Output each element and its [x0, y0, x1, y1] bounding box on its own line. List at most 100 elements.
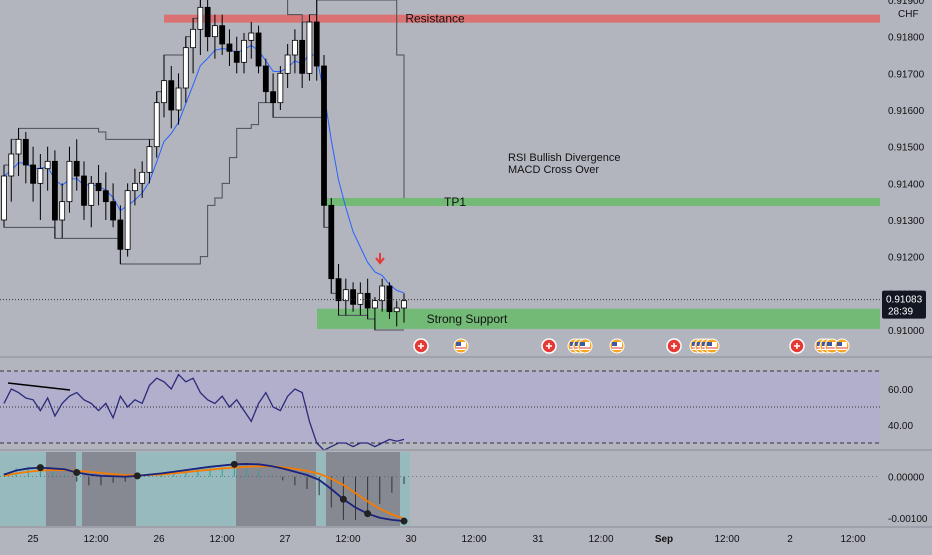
- us-flag-event-icon[interactable]: [609, 338, 625, 354]
- macd-cross-dot: [400, 517, 408, 525]
- rsi-band-fill: [0, 371, 880, 443]
- candle: [241, 33, 247, 74]
- price-tick-label: 0.91900: [888, 0, 925, 7]
- candle: [233, 36, 240, 74]
- candle: [81, 161, 87, 220]
- candle: [219, 14, 226, 55]
- macd-cross-dot: [36, 464, 44, 472]
- candle: [372, 297, 378, 330]
- event-alert-icon[interactable]: [666, 338, 682, 354]
- candle: [321, 55, 327, 228]
- candle: [204, 0, 211, 52]
- time-tick-label: 26: [153, 534, 165, 545]
- candle: [335, 264, 342, 316]
- time-tick-label: 27: [279, 534, 291, 545]
- price-tick-label: 0.91600: [888, 106, 925, 117]
- candle: [270, 73, 276, 118]
- event-alert-icon[interactable]: [541, 338, 557, 354]
- annotation-text: MACD Cross Over: [508, 164, 599, 176]
- macd-tick-label: -0.00100: [888, 514, 928, 525]
- macd-cross-dot: [230, 460, 238, 468]
- macd-tick-label: 0.00000: [888, 473, 925, 484]
- candle: [313, 0, 320, 81]
- candle: [37, 154, 44, 220]
- countdown-label: 28:39: [888, 307, 913, 318]
- macd-cross-dot: [364, 510, 372, 518]
- candle: [110, 183, 116, 228]
- us-flag-event-icon[interactable]: [704, 338, 720, 354]
- time-tick-label: 12:00: [588, 534, 613, 545]
- candle: [161, 55, 167, 118]
- time-tick-label: 25: [27, 534, 39, 545]
- candle: [146, 139, 153, 184]
- us-flag-event-icon[interactable]: [834, 338, 850, 354]
- candle: [299, 22, 306, 88]
- candle: [350, 282, 356, 312]
- candle: [182, 36, 189, 103]
- candle: [306, 14, 313, 81]
- candle: [139, 161, 146, 198]
- candle: [102, 172, 109, 220]
- time-tick-label: 12:00: [83, 534, 108, 545]
- candle: [255, 25, 262, 74]
- candle: [212, 14, 218, 59]
- macd-cross-dot: [133, 472, 141, 480]
- candle: [8, 139, 15, 202]
- event-alert-icon[interactable]: [789, 338, 805, 354]
- candle: [226, 29, 233, 66]
- price-tick-label: 0.91500: [888, 143, 925, 154]
- candle: [132, 168, 138, 206]
- candle: [59, 183, 66, 239]
- time-tick-label: 12:00: [714, 534, 739, 545]
- zone-2: [317, 308, 880, 329]
- macd-regime-band: [0, 452, 46, 526]
- macd-regime-band: [136, 452, 236, 526]
- price-tick-label: 0.91400: [888, 179, 925, 190]
- candle: [342, 278, 349, 316]
- us-flag-event-icon[interactable]: [577, 338, 593, 354]
- candle: [124, 183, 131, 257]
- candle: [66, 146, 73, 213]
- time-tick-label: 12:00: [840, 534, 865, 545]
- currency-label: CHF: [898, 9, 919, 20]
- macd-regime-band: [82, 452, 136, 526]
- time-tick-label: Sep: [655, 534, 673, 545]
- annotation-text: RSI Bullish Divergence: [508, 152, 621, 164]
- time-tick-label: 12:00: [461, 534, 486, 545]
- candle: [117, 205, 124, 264]
- macd-regime-band: [326, 452, 400, 526]
- time-tick-label: 12:00: [335, 534, 360, 545]
- candle: [30, 146, 36, 202]
- candle: [153, 91, 160, 158]
- candle: [401, 293, 407, 323]
- current-price-label: 0.91083: [886, 295, 923, 306]
- time-tick-label: 31: [532, 534, 544, 545]
- time-tick-label: 30: [405, 534, 417, 545]
- candle: [277, 66, 284, 110]
- macd-cross-dot: [73, 469, 81, 477]
- candle: [284, 44, 291, 88]
- macd-regime-band: [76, 452, 82, 526]
- divergence-trendline: [7, 382, 71, 391]
- rsi-tick-label: 40.00: [888, 421, 913, 432]
- candle: [88, 176, 95, 228]
- zone-label-1: TP1: [444, 195, 466, 209]
- candle: [15, 128, 22, 176]
- candle: [248, 22, 255, 59]
- candle: [175, 73, 182, 125]
- rsi-line: [3, 373, 405, 451]
- candle: [190, 18, 196, 74]
- us-flag-event-icon[interactable]: [453, 338, 469, 354]
- channel-upper-line: [4, 0, 405, 198]
- price-tick-label: 0.91800: [888, 33, 925, 44]
- macd-cross-dot: [339, 495, 347, 503]
- candle: [168, 66, 175, 129]
- event-alert-icon[interactable]: [413, 338, 429, 354]
- time-tick-label: 2: [787, 534, 793, 545]
- candle: [52, 150, 58, 239]
- candle: [386, 282, 393, 319]
- candle: [95, 165, 102, 206]
- zone-0: [164, 14, 880, 23]
